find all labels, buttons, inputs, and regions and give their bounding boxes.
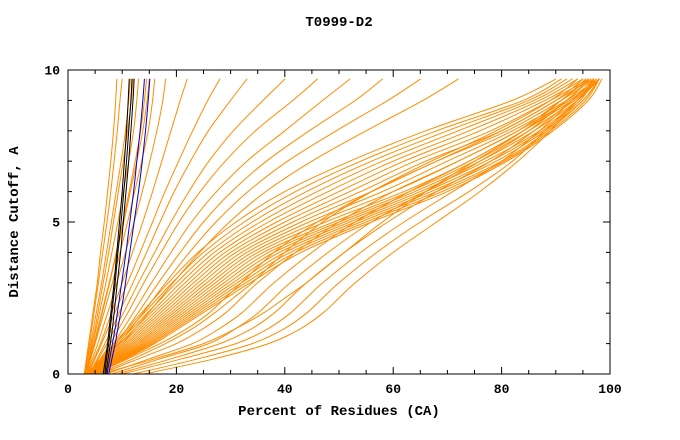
y-tick-label: 0 <box>52 368 60 383</box>
curve-orange <box>84 78 134 375</box>
curve-orange <box>88 78 578 375</box>
curve-orange <box>91 78 351 375</box>
curve-orange <box>89 78 589 375</box>
curve-orange <box>132 78 597 375</box>
curve-orange <box>87 78 568 375</box>
curve-orange <box>93 78 600 375</box>
x-tick-label: 80 <box>494 382 510 397</box>
ticks-layer <box>67 69 611 375</box>
y-axis-label: Distance Cutoff, A <box>7 146 23 298</box>
y-tick-label: 5 <box>52 216 60 231</box>
curve-orange <box>83 78 118 375</box>
curve-black <box>104 78 133 375</box>
curve-orange <box>93 78 600 375</box>
curve-orange <box>86 78 167 375</box>
curve-orange <box>100 78 589 375</box>
x-tick-label: 60 <box>385 382 401 397</box>
curve-orange <box>86 78 557 375</box>
curve-orange <box>83 78 123 375</box>
x-tick-label: 40 <box>277 382 293 397</box>
curve-black <box>102 78 130 375</box>
curve-orange <box>96 78 600 375</box>
curve-orange <box>87 78 562 375</box>
x-tick-label: 20 <box>169 382 185 397</box>
curve-orange <box>110 78 592 375</box>
curve-orange <box>97 78 578 375</box>
chart-title: T0999-D2 <box>305 15 372 31</box>
curve-orange <box>85 78 150 375</box>
curve-blue <box>106 78 145 375</box>
curve-blue <box>108 78 151 375</box>
curve-orange <box>89 78 248 375</box>
curve-orange <box>91 78 597 375</box>
curve-orange <box>95 78 600 375</box>
curve-orange <box>143 78 600 375</box>
curve-orange <box>90 78 595 375</box>
x-axis-label: Percent of Residues (CA) <box>238 404 440 420</box>
tick-labels-layer: 0 20 40 60 80 100 0 5 10 <box>44 64 622 398</box>
y-tick-label: 10 <box>44 64 60 79</box>
curve-orange <box>83 78 131 375</box>
curve-orange <box>84 78 139 375</box>
curve-orange <box>94 78 584 375</box>
curve-orange <box>121 78 595 375</box>
curve-orange <box>100 78 587 375</box>
curve-black <box>105 78 135 375</box>
curve-orange <box>94 78 595 375</box>
x-tick-label: 100 <box>598 382 622 397</box>
curve-orange <box>92 78 421 375</box>
curve-orange <box>90 78 318 375</box>
curve-orange <box>89 78 584 375</box>
x-tick-label: 0 <box>64 382 72 397</box>
curve-orange <box>96 78 603 375</box>
curves-layer <box>83 78 603 375</box>
curve-orange <box>88 78 221 375</box>
curve-orange <box>88 78 573 375</box>
